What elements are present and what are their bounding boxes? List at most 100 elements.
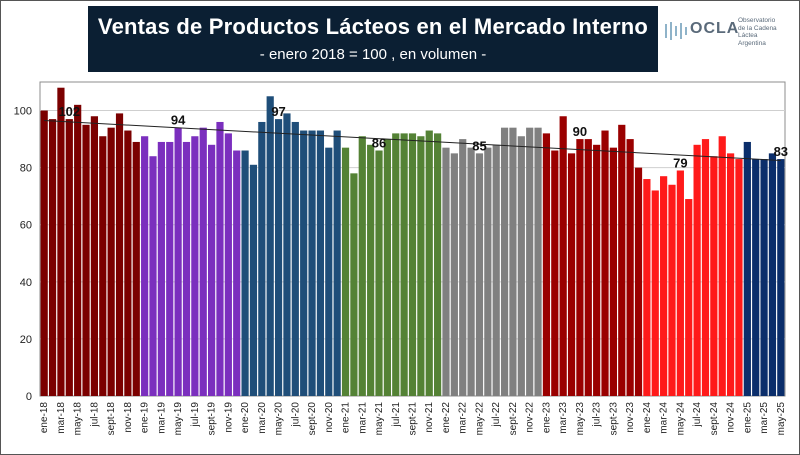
- bar: [191, 136, 199, 396]
- bar: [249, 164, 258, 396]
- bar: [500, 127, 509, 396]
- x-tick-label: mar-22: [458, 402, 469, 434]
- y-tick-label: 100: [14, 106, 32, 118]
- x-tick-label: may-22: [474, 402, 485, 436]
- x-tick-label: jul-21: [391, 402, 402, 428]
- x-axis: ene-18 mar-18 may-18 jul-18 sept-18 nov-18 ene…: [39, 402, 787, 436]
- bar: [584, 139, 592, 396]
- bar: [208, 144, 216, 396]
- bar: [567, 153, 576, 396]
- x-tick-label: ene-20: [240, 402, 251, 434]
- y-tick-label: 80: [20, 163, 32, 175]
- bar: [685, 199, 693, 396]
- bar: [283, 113, 291, 397]
- logo-line-3: Argentina: [738, 39, 766, 47]
- bar: [124, 130, 132, 396]
- bar: [65, 119, 73, 396]
- x-tick-label: ene-21: [341, 402, 352, 434]
- bar: [115, 113, 124, 397]
- chart-title: Ventas de Productos Lácteos en el Mercad…: [97, 14, 649, 39]
- bar: [266, 96, 274, 396]
- bar: [166, 141, 174, 396]
- bar: [735, 159, 743, 396]
- x-tick-label: jul-24: [692, 402, 703, 428]
- bar: [375, 150, 383, 396]
- bar: [517, 136, 525, 396]
- bar: [199, 127, 207, 396]
- bar: [107, 127, 115, 396]
- y-tick-label: 40: [20, 277, 32, 289]
- bar: [559, 116, 567, 396]
- bar: [48, 119, 57, 396]
- bar: [57, 87, 65, 396]
- bar: [534, 127, 542, 396]
- x-tick-label: sept-21: [408, 402, 419, 436]
- data-label: 102: [58, 104, 80, 119]
- bar: [701, 139, 710, 396]
- bar: [576, 139, 584, 396]
- bar: [634, 167, 643, 396]
- bar: [308, 130, 316, 396]
- bar: [417, 136, 425, 396]
- x-tick-label: mar-19: [156, 402, 167, 434]
- x-tick-label: ene-18: [39, 402, 50, 434]
- y-tick-label: 60: [20, 220, 32, 232]
- x-tick-label: nov-23: [625, 402, 636, 433]
- bar: [626, 139, 634, 396]
- x-tick-label: may-21: [374, 402, 385, 436]
- x-tick-label: sept-20: [307, 402, 318, 436]
- logo-line-1: Observatorio: [738, 17, 776, 24]
- x-tick-label: mar-23: [558, 402, 569, 434]
- bar: [526, 127, 534, 396]
- bar: [300, 130, 308, 396]
- bar: [358, 136, 366, 396]
- bar: [768, 153, 777, 396]
- bar: [333, 130, 341, 396]
- x-tick-label: nov-18: [123, 402, 134, 433]
- bar: [475, 153, 484, 396]
- bar: [157, 141, 165, 396]
- logo-line-2: de la Cadena Láctea: [738, 24, 777, 40]
- x-tick-label: may-18: [73, 402, 84, 436]
- data-label: 90: [573, 124, 587, 139]
- x-tick-label: mar-20: [257, 402, 268, 434]
- x-tick-label: may-20: [274, 402, 285, 436]
- bar: [274, 119, 283, 396]
- x-tick-label: sept-23: [608, 402, 619, 436]
- bar: [367, 144, 375, 396]
- bar: [400, 133, 408, 396]
- bar: [668, 184, 676, 396]
- bar: [174, 127, 182, 396]
- bar: [618, 124, 626, 397]
- bar: [224, 133, 232, 396]
- x-tick-label: jul-20: [290, 402, 301, 428]
- bar: [74, 104, 82, 396]
- x-tick-label: sept-24: [709, 402, 720, 436]
- x-tick-label: mar-21: [357, 402, 368, 434]
- bar: [325, 147, 333, 396]
- x-tick-label: jul-18: [89, 402, 100, 428]
- bar: [383, 139, 391, 396]
- bar: [459, 139, 467, 396]
- x-tick-label: nov-20: [324, 402, 335, 433]
- bar: [350, 173, 358, 396]
- bar: [609, 147, 617, 396]
- bar: [743, 141, 751, 396]
- bar: [182, 141, 191, 396]
- x-tick-label: jul-19: [190, 402, 201, 428]
- bar: [660, 176, 668, 396]
- bar: [341, 147, 350, 396]
- bar: [676, 170, 684, 396]
- x-tick-label: jul-23: [592, 402, 603, 428]
- bar: [216, 121, 224, 397]
- bar: [693, 144, 701, 396]
- bar: [442, 147, 450, 396]
- y-axis: 0 20 40 60 80 100: [14, 106, 32, 403]
- x-tick-label: may-25: [776, 402, 787, 436]
- bar: [450, 153, 458, 396]
- x-tick-label: nov-24: [726, 402, 737, 433]
- title-banner: Ventas de Productos Lácteos en el Mercad…: [88, 6, 658, 72]
- logo-subtext: Observatorio de la Cadena Láctea Argenti…: [738, 17, 794, 47]
- data-label: 97: [271, 104, 285, 119]
- x-tick-label: ene-24: [642, 402, 653, 434]
